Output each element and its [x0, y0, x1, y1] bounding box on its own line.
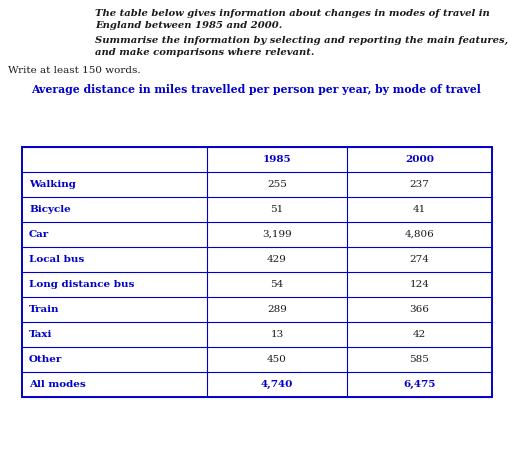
- Text: 54: 54: [270, 280, 284, 289]
- Text: 237: 237: [410, 180, 430, 189]
- Text: 4,740: 4,740: [261, 380, 293, 389]
- Text: Long distance bus: Long distance bus: [29, 280, 134, 289]
- Bar: [22, 147, 492, 397]
- Text: Train: Train: [29, 305, 59, 314]
- Text: 51: 51: [270, 205, 284, 214]
- Text: 366: 366: [410, 305, 430, 314]
- Text: The table below gives information about changes in modes of travel in: The table below gives information about …: [95, 9, 490, 18]
- Text: 289: 289: [267, 305, 287, 314]
- Text: Local bus: Local bus: [29, 255, 84, 264]
- Text: 429: 429: [267, 255, 287, 264]
- Text: and make comparisons where relevant.: and make comparisons where relevant.: [95, 48, 314, 57]
- Text: 274: 274: [410, 255, 430, 264]
- Text: All modes: All modes: [29, 380, 86, 389]
- Text: Car: Car: [29, 230, 49, 239]
- Text: Other: Other: [29, 355, 62, 364]
- Text: 1985: 1985: [263, 155, 291, 164]
- Text: 3,199: 3,199: [262, 230, 292, 239]
- Text: 450: 450: [267, 355, 287, 364]
- Text: 124: 124: [410, 280, 430, 289]
- Text: Average distance in miles travelled per person per year, by mode of travel: Average distance in miles travelled per …: [31, 84, 481, 95]
- Text: 42: 42: [413, 330, 426, 339]
- Text: 41: 41: [413, 205, 426, 214]
- Text: 13: 13: [270, 330, 284, 339]
- Text: Taxi: Taxi: [29, 330, 52, 339]
- Text: 585: 585: [410, 355, 430, 364]
- Text: 6,475: 6,475: [403, 380, 436, 389]
- Text: Write at least 150 words.: Write at least 150 words.: [8, 66, 141, 75]
- Text: 4,806: 4,806: [404, 230, 434, 239]
- Text: Bicycle: Bicycle: [29, 205, 71, 214]
- Text: Walking: Walking: [29, 180, 76, 189]
- Text: 255: 255: [267, 180, 287, 189]
- Text: 2000: 2000: [405, 155, 434, 164]
- Text: England between 1985 and 2000.: England between 1985 and 2000.: [95, 21, 282, 30]
- Text: Summarise the information by selecting and reporting the main features,: Summarise the information by selecting a…: [95, 36, 508, 45]
